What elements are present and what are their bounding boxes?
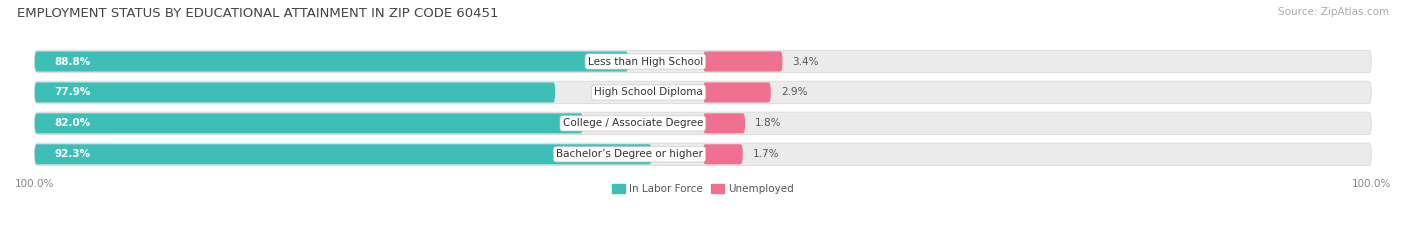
Text: 82.0%: 82.0%: [55, 118, 91, 128]
FancyBboxPatch shape: [35, 81, 1371, 104]
Text: 88.8%: 88.8%: [55, 57, 91, 66]
Legend: In Labor Force, Unemployed: In Labor Force, Unemployed: [609, 180, 797, 198]
Text: College / Associate Degree: College / Associate Degree: [562, 118, 703, 128]
Text: High School Diploma: High School Diploma: [595, 87, 703, 97]
Text: EMPLOYMENT STATUS BY EDUCATIONAL ATTAINMENT IN ZIP CODE 60451: EMPLOYMENT STATUS BY EDUCATIONAL ATTAINM…: [17, 7, 498, 20]
FancyBboxPatch shape: [703, 82, 770, 103]
Text: 92.3%: 92.3%: [55, 149, 91, 159]
Text: Bachelor’s Degree or higher: Bachelor’s Degree or higher: [557, 149, 703, 159]
Text: 1.7%: 1.7%: [752, 149, 779, 159]
FancyBboxPatch shape: [35, 143, 1371, 166]
FancyBboxPatch shape: [35, 82, 555, 103]
FancyBboxPatch shape: [35, 50, 1371, 73]
FancyBboxPatch shape: [35, 144, 651, 164]
Text: Source: ZipAtlas.com: Source: ZipAtlas.com: [1278, 7, 1389, 17]
FancyBboxPatch shape: [703, 51, 783, 72]
FancyBboxPatch shape: [703, 113, 745, 134]
FancyBboxPatch shape: [35, 51, 628, 72]
FancyBboxPatch shape: [35, 112, 1371, 135]
FancyBboxPatch shape: [35, 113, 582, 134]
Text: Less than High School: Less than High School: [588, 57, 703, 66]
FancyBboxPatch shape: [703, 144, 742, 164]
Text: 1.8%: 1.8%: [755, 118, 782, 128]
Text: 3.4%: 3.4%: [793, 57, 820, 66]
Text: 77.9%: 77.9%: [55, 87, 91, 97]
Text: 2.9%: 2.9%: [780, 87, 807, 97]
